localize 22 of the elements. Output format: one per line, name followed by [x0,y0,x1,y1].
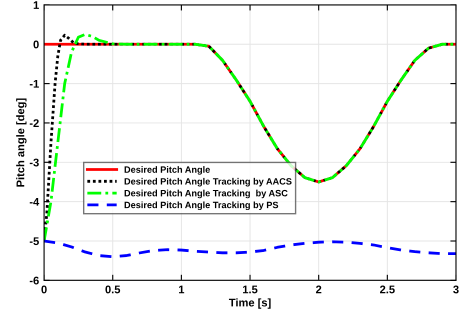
legend-label: Desired Pitch Angle [124,166,210,175]
x-tick-label: 2 [316,286,322,294]
y-tick-label: -3 [30,158,39,166]
x-tick-label: 3 [453,286,459,294]
y-tick-label: -1 [30,80,39,88]
legend-label: Desired Pitch Angle Tracking by ASC [124,190,288,198]
legend-label: Desired Pitch Angle Tracking by PS [124,201,278,210]
x-tick-label: 0.5 [105,286,120,294]
x-tick-label: 2.5 [380,286,395,294]
legend-label: Desired Pitch Angle Tracking by AACS [124,178,292,186]
x-tick-label: 0 [41,286,47,294]
y-axis-title: Pitch angle [deg] [16,98,27,187]
x-tick-label: 1.5 [243,286,258,294]
x-tick-label: 1 [178,286,184,294]
y-tick-label: 0 [33,40,39,48]
y-tick-label: -2 [30,119,39,127]
y-tick-label: -6 [30,276,39,284]
y-tick-label: -5 [30,237,39,246]
y-tick-label: 1 [34,1,39,9]
y-tick-label: -4 [30,198,40,206]
x-axis-title: Time [s] [228,298,271,309]
line-series [44,240,456,258]
